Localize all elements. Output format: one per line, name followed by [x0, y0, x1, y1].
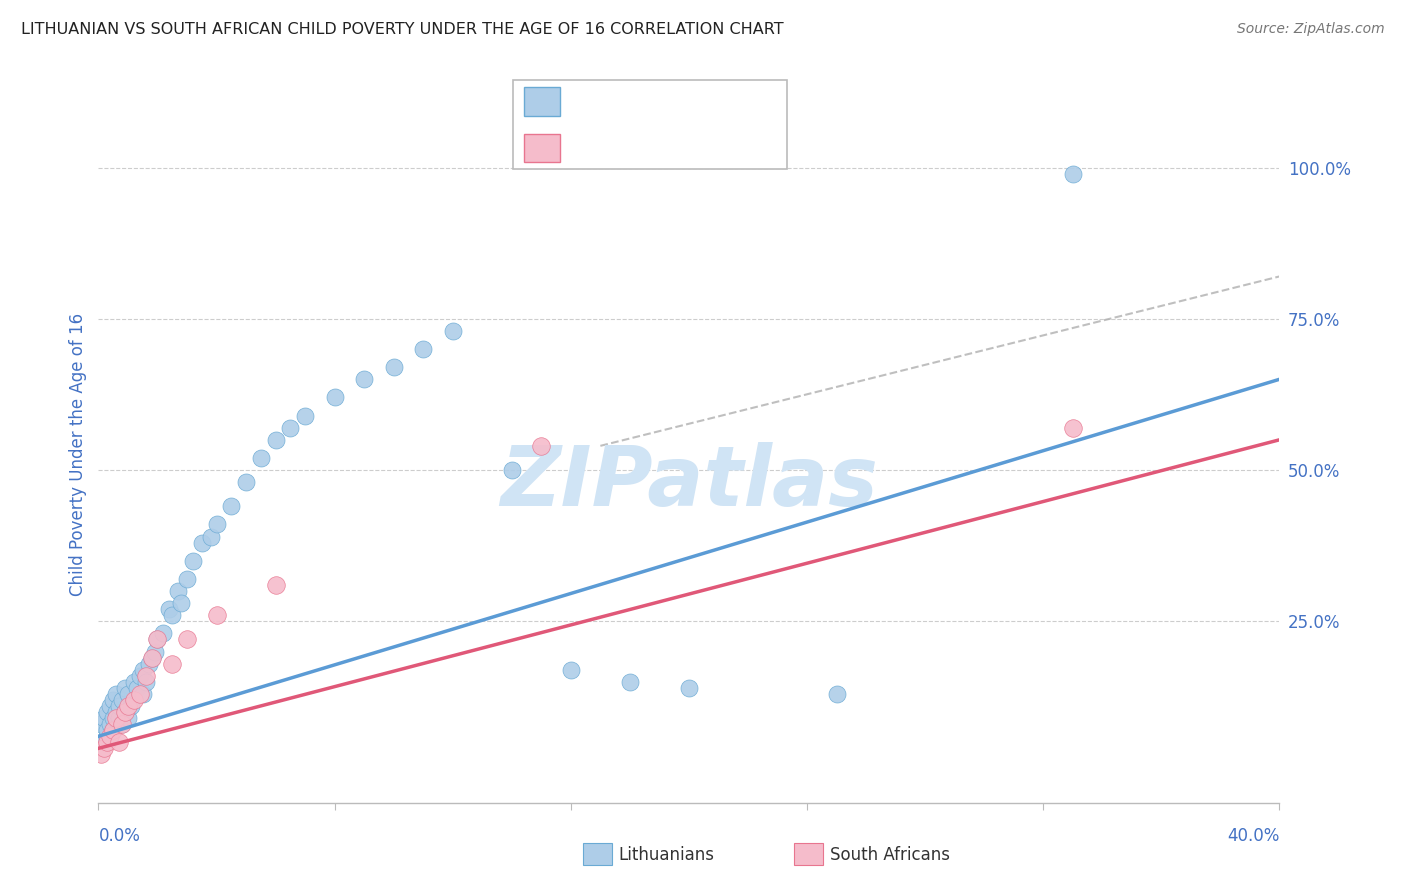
Point: [560, 663, 582, 677]
Point: [125, 681, 148, 695]
Point: [176, 572, 198, 586]
Point: [191, 535, 214, 549]
Point: [205, 608, 228, 623]
Point: [181, 554, 204, 568]
Point: [93, 711, 115, 725]
Point: [157, 602, 180, 616]
Point: [117, 687, 139, 701]
Point: [132, 663, 155, 677]
Text: R =: R =: [571, 93, 607, 111]
Point: [176, 632, 198, 647]
Point: [98, 729, 121, 743]
Point: [114, 705, 136, 719]
Point: [278, 420, 302, 434]
Point: [122, 693, 145, 707]
Point: [264, 433, 287, 447]
Point: [93, 741, 115, 756]
Point: [96, 705, 118, 719]
Point: [135, 669, 157, 683]
Point: [117, 711, 139, 725]
Text: N =: N =: [652, 139, 700, 157]
Point: [108, 735, 131, 749]
Point: [141, 650, 163, 665]
Point: [678, 681, 700, 695]
Point: [128, 669, 150, 683]
Point: [132, 687, 155, 701]
Point: [108, 711, 131, 725]
Point: [114, 705, 136, 719]
Point: [111, 717, 134, 731]
Point: [146, 632, 169, 647]
Point: [105, 687, 128, 701]
Point: [103, 723, 125, 738]
Point: [219, 500, 242, 514]
Point: [382, 360, 405, 375]
Point: [96, 729, 118, 743]
Point: [200, 530, 222, 544]
Point: [138, 657, 160, 671]
Point: [135, 674, 157, 689]
Point: [162, 608, 183, 623]
Point: [98, 717, 121, 731]
Point: [170, 596, 193, 610]
Point: [530, 439, 553, 453]
Text: Source: ZipAtlas.com: Source: ZipAtlas.com: [1237, 22, 1385, 37]
Text: 0.0%: 0.0%: [98, 827, 141, 845]
Point: [167, 584, 190, 599]
Point: [105, 705, 128, 719]
Text: ZIPatlas: ZIPatlas: [501, 442, 877, 524]
Point: [96, 723, 118, 738]
Y-axis label: Child Poverty Under the Age of 16: Child Poverty Under the Age of 16: [69, 313, 87, 597]
Text: South Africans: South Africans: [830, 846, 949, 863]
Point: [619, 674, 641, 689]
Point: [264, 578, 287, 592]
Text: LITHUANIAN VS SOUTH AFRICAN CHILD POVERTY UNDER THE AGE OF 16 CORRELATION CHART: LITHUANIAN VS SOUTH AFRICAN CHILD POVERT…: [21, 22, 783, 37]
Point: [825, 687, 848, 701]
Text: R =: R =: [571, 139, 607, 157]
Point: [103, 693, 125, 707]
Point: [162, 657, 183, 671]
Point: [1062, 167, 1084, 181]
Point: [111, 693, 134, 707]
Text: 0.574: 0.574: [602, 93, 654, 111]
Text: 59: 59: [697, 93, 720, 111]
Point: [152, 626, 174, 640]
Point: [235, 475, 257, 490]
Point: [501, 463, 523, 477]
Text: Lithuanians: Lithuanians: [619, 846, 714, 863]
Point: [205, 517, 228, 532]
Point: [146, 632, 169, 647]
Text: N =: N =: [652, 93, 700, 111]
Point: [353, 372, 375, 386]
Point: [128, 687, 150, 701]
Point: [98, 698, 121, 713]
Point: [93, 735, 115, 749]
Point: [143, 644, 166, 658]
Point: [323, 391, 346, 405]
Point: [117, 698, 139, 713]
Point: [412, 342, 434, 356]
Point: [294, 409, 316, 423]
Point: [96, 735, 118, 749]
Point: [114, 681, 136, 695]
Point: [441, 324, 464, 338]
Point: [103, 723, 125, 738]
Point: [105, 711, 128, 725]
Text: 21: 21: [697, 139, 720, 157]
Point: [108, 698, 131, 713]
Point: [103, 711, 125, 725]
Point: [250, 450, 273, 465]
Point: [111, 717, 134, 731]
Point: [122, 674, 145, 689]
Point: [90, 717, 112, 731]
Text: 0.813: 0.813: [602, 139, 654, 157]
Point: [141, 650, 163, 665]
Point: [1062, 420, 1084, 434]
Point: [120, 698, 142, 713]
Point: [90, 747, 112, 762]
Text: 40.0%: 40.0%: [1227, 827, 1279, 845]
